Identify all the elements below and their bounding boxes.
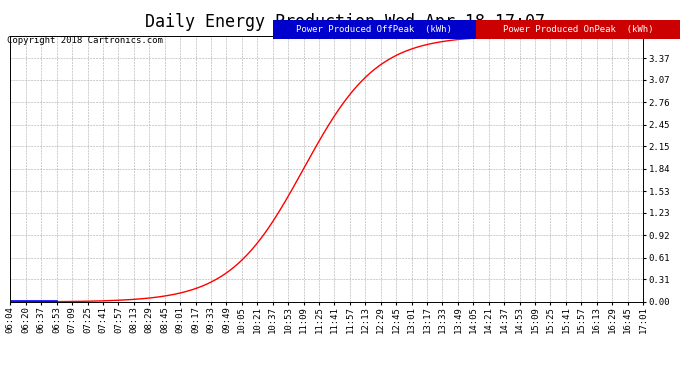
Text: Copyright 2018 Cartronics.com: Copyright 2018 Cartronics.com: [7, 36, 163, 45]
Text: Daily Energy Production Wed Apr 18 17:07: Daily Energy Production Wed Apr 18 17:07: [145, 13, 545, 31]
Text: Power Produced OffPeak  (kWh): Power Produced OffPeak (kWh): [297, 25, 452, 34]
Text: Power Produced OnPeak  (kWh): Power Produced OnPeak (kWh): [502, 25, 653, 34]
